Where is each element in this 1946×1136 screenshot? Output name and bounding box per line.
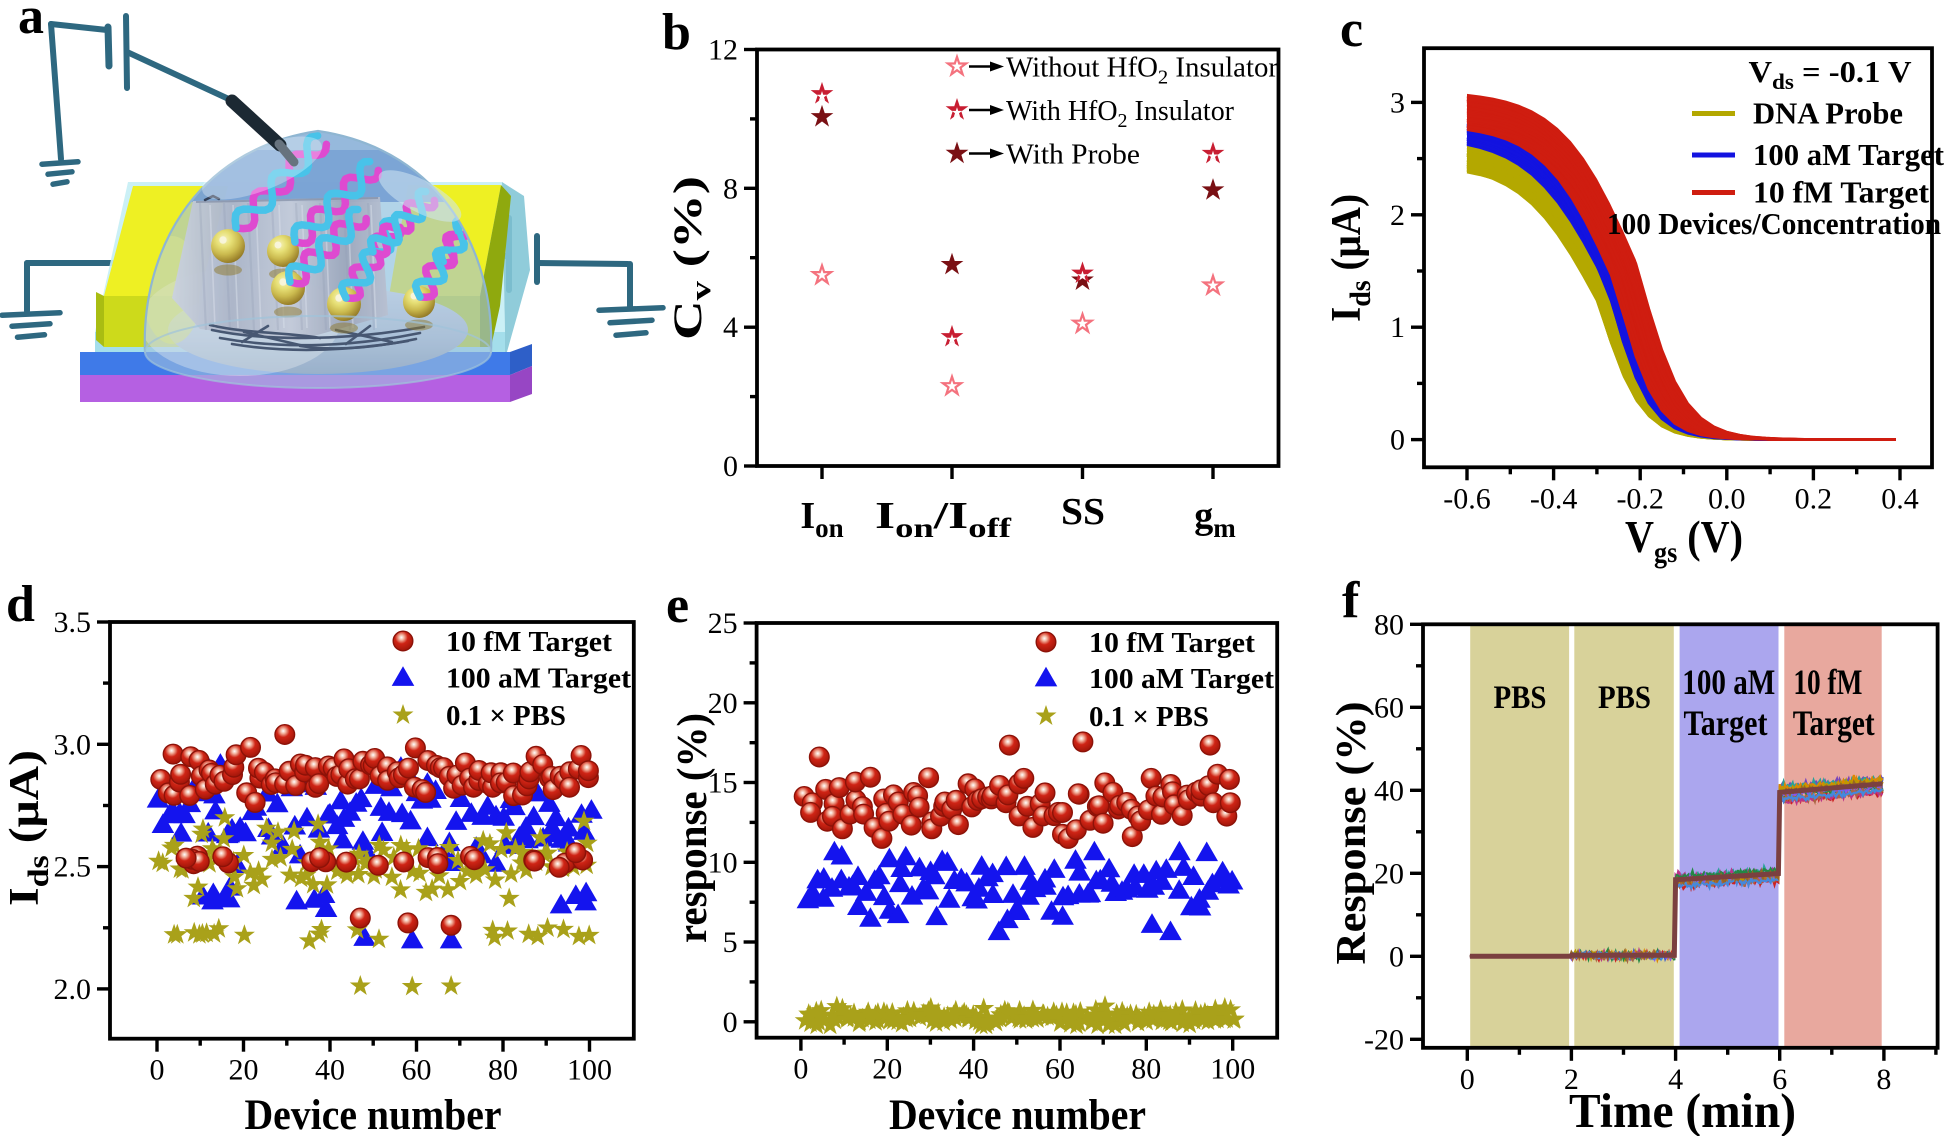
svg-text:Without HfO2 Insulator: Without HfO 2 Insulator <box>1006 53 1279 89</box>
svg-text:gm: gm <box>1194 495 1236 543</box>
svg-text:6: 6 <box>1772 1063 1787 1096</box>
svg-text:5: 5 <box>723 926 738 959</box>
svg-text:0.2: 0.2 <box>1795 482 1833 515</box>
svg-text:100 Devices/Concentration: 100 Devices/Concentration <box>1607 206 1941 241</box>
svg-text:0: 0 <box>723 1006 738 1039</box>
svg-text:60: 60 <box>1045 1053 1075 1086</box>
svg-text:10 fM Target: 10 fM Target <box>1089 628 1256 659</box>
svg-text:0.0: 0.0 <box>1708 482 1746 515</box>
svg-text:Ids (μA): Ids (μA) <box>2 750 55 906</box>
svg-text:20: 20 <box>1374 857 1404 890</box>
svg-text:f: f <box>1342 572 1360 629</box>
svg-text:-0.2: -0.2 <box>1616 482 1664 515</box>
svg-text:100 aM Target: 100 aM Target <box>446 664 632 695</box>
svg-text:60: 60 <box>402 1054 432 1087</box>
svg-text:DNA Probe: DNA Probe <box>1753 96 1903 131</box>
svg-text:3.0: 3.0 <box>54 728 92 761</box>
svg-text:Ids (μA): Ids (μA) <box>1324 194 1377 322</box>
svg-text:Target: Target <box>1793 703 1875 743</box>
svg-text:-0.6: -0.6 <box>1443 482 1491 515</box>
svg-text:2.5: 2.5 <box>54 851 92 884</box>
svg-text:3.5: 3.5 <box>54 606 92 639</box>
svg-text:10 fM: 10 fM <box>1793 662 1862 702</box>
svg-text:15: 15 <box>708 767 738 800</box>
svg-text:0: 0 <box>1389 940 1404 973</box>
svg-text:With Probe: With Probe <box>1006 140 1140 171</box>
svg-text:100 aM Target: 100 aM Target <box>1089 664 1275 695</box>
svg-text:b: b <box>662 4 691 61</box>
svg-text:40: 40 <box>1374 774 1404 807</box>
svg-text:12: 12 <box>708 34 738 67</box>
svg-text:8: 8 <box>723 172 738 205</box>
svg-text:-20: -20 <box>1364 1023 1404 1056</box>
svg-text:PBS: PBS <box>1598 680 1651 716</box>
svg-text:25: 25 <box>708 607 738 640</box>
svg-text:Response (%): Response (%) <box>1329 702 1375 965</box>
svg-text:0: 0 <box>150 1054 165 1087</box>
svg-text:SS: SS <box>1061 491 1105 533</box>
svg-text:20: 20 <box>708 687 738 720</box>
svg-text:1: 1 <box>1390 311 1405 344</box>
svg-text:0.4: 0.4 <box>1881 482 1919 515</box>
svg-text:Ion: Ion <box>800 495 843 543</box>
svg-text:4: 4 <box>1668 1063 1683 1096</box>
svg-text:2: 2 <box>1390 199 1405 232</box>
svg-text:20: 20 <box>229 1054 259 1087</box>
svg-text:0.1 × PBS: 0.1 × PBS <box>446 701 566 732</box>
svg-text:100 aM: 100 aM <box>1682 662 1775 702</box>
svg-text:2.0: 2.0 <box>54 973 92 1006</box>
svg-text:40: 40 <box>959 1053 989 1086</box>
svg-text:Device number: Device number <box>245 1092 502 1136</box>
svg-text:100 aM Target: 100 aM Target <box>1753 137 1945 172</box>
svg-text:10: 10 <box>708 846 738 879</box>
svg-text:0: 0 <box>793 1053 808 1086</box>
svg-text:20: 20 <box>872 1053 902 1086</box>
svg-text:d: d <box>6 576 35 633</box>
svg-text:0: 0 <box>1460 1063 1475 1096</box>
svg-text:80: 80 <box>1131 1053 1161 1086</box>
svg-text:0: 0 <box>723 450 738 483</box>
svg-text:-0.4: -0.4 <box>1530 482 1578 515</box>
svg-text:a: a <box>18 0 44 45</box>
svg-text:10 fM Target: 10 fM Target <box>1753 175 1930 210</box>
svg-text:80: 80 <box>488 1054 518 1087</box>
svg-text:PBS: PBS <box>1494 680 1547 716</box>
svg-text:c: c <box>1340 1 1363 58</box>
svg-text:Target: Target <box>1684 703 1768 743</box>
svg-text:response (%): response (%) <box>670 713 716 943</box>
svg-text:8: 8 <box>1876 1063 1891 1096</box>
svg-text:Vgs (V): Vgs (V) <box>1625 511 1743 569</box>
svg-text:60: 60 <box>1374 691 1404 724</box>
svg-text:100: 100 <box>1210 1053 1255 1086</box>
svg-text:0.1 × PBS: 0.1 × PBS <box>1089 702 1209 733</box>
svg-text:Device number: Device number <box>889 1092 1146 1136</box>
svg-text:2: 2 <box>1564 1063 1579 1096</box>
svg-text:Time (min): Time (min) <box>1569 1083 1796 1136</box>
svg-text:100: 100 <box>567 1054 612 1087</box>
svg-text:4: 4 <box>723 311 738 344</box>
svg-text:0: 0 <box>1390 424 1405 457</box>
svg-text:Cv (%): Cv (%) <box>665 176 717 340</box>
svg-text:40: 40 <box>315 1054 345 1087</box>
svg-text:e: e <box>666 577 689 634</box>
svg-text:10 fM Target: 10 fM Target <box>446 627 613 658</box>
svg-text:80: 80 <box>1374 608 1404 641</box>
svg-text:3: 3 <box>1390 86 1405 119</box>
